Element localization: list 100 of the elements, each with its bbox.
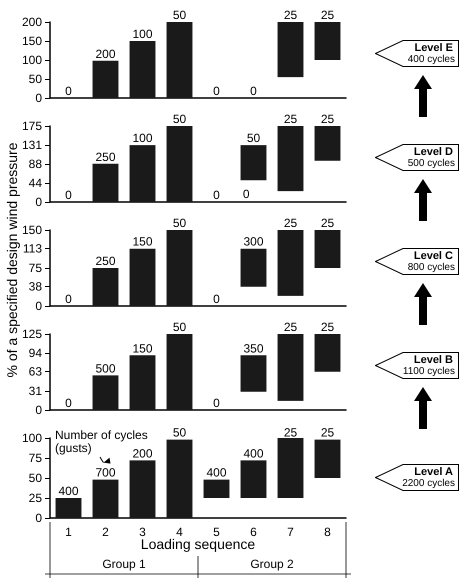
y-tick-label: 100 <box>22 53 42 67</box>
y-tick-label: 88 <box>28 156 42 171</box>
y-tick-label: 50 <box>28 471 42 485</box>
annotation: 100 <box>132 27 153 41</box>
annotation: 25 <box>320 426 334 440</box>
annotation: 25 <box>284 8 298 22</box>
bar <box>278 334 304 401</box>
x-tick-label: 8 <box>324 525 332 539</box>
annotation: 25 <box>284 112 298 126</box>
annotation: 25 <box>284 320 298 334</box>
bar <box>166 334 192 410</box>
pointer-tag: Level E 400 cycles <box>375 40 459 67</box>
annotation: 250 <box>95 254 116 268</box>
annotation: 0 <box>65 84 72 98</box>
y-tick-label: 25 <box>28 491 42 505</box>
bar <box>130 145 156 202</box>
x-tick-label: 7 <box>287 525 294 539</box>
y-tick-label: 100 <box>22 431 42 445</box>
annotation: 700 <box>95 466 116 480</box>
bar <box>130 248 156 306</box>
annotation: 25 <box>320 8 334 22</box>
bar <box>278 438 304 498</box>
annotation: 150 <box>132 341 153 356</box>
y-tick-label: 125 <box>22 327 42 341</box>
x-tick-label: 6 <box>250 525 258 539</box>
annotation: 0 <box>250 84 258 98</box>
bar <box>314 126 340 161</box>
annotation: 200 <box>95 46 116 61</box>
annotation: 100 <box>132 131 153 146</box>
y-tick-label: 38 <box>28 280 42 294</box>
y-tick-label: 0 <box>35 299 42 313</box>
bar <box>314 230 340 268</box>
y-tick-label: 63 <box>28 364 42 379</box>
annotation: 50 <box>246 131 260 146</box>
bar <box>166 230 192 306</box>
annotation: 0 <box>242 187 250 201</box>
pointer-tag: Level A 2200 cycles <box>375 464 459 491</box>
annotation: 50 <box>172 8 186 22</box>
bar <box>314 22 340 60</box>
y-axis-title: % of a specified design wind pressure <box>4 142 20 378</box>
annotation: 0 <box>65 292 72 306</box>
y-tick-label: 0 <box>35 403 42 417</box>
annotation: 0 <box>213 84 220 98</box>
y-tick-label: 94 <box>28 346 42 360</box>
annotation: 50 <box>172 320 186 334</box>
annotation: 50 <box>172 216 186 230</box>
pointer-tag: Level B 1100 cycles <box>375 352 459 379</box>
y-tick-label: 44 <box>28 176 42 190</box>
bar <box>92 480 118 518</box>
y-tick-label: 175 <box>22 119 42 133</box>
y-tick-label: 113 <box>22 242 42 256</box>
y-tick-label: 75 <box>28 261 42 275</box>
bar <box>130 41 156 98</box>
x-tick-label: 2 <box>102 525 110 539</box>
annotation: 0 <box>213 188 220 202</box>
pointer-tag: Level D 500 cycles <box>375 144 459 171</box>
x-tick-label: 4 <box>176 525 184 539</box>
annotation: 25 <box>320 216 334 230</box>
bar <box>166 22 192 98</box>
annotation: 0 <box>213 292 220 306</box>
annotation: 400 <box>243 446 264 460</box>
y-tick-label: 0 <box>35 91 42 105</box>
y-tick-label: 31 <box>28 384 42 398</box>
bar <box>314 334 340 372</box>
y-tick-label: 150 <box>22 223 42 237</box>
bar <box>240 145 266 180</box>
bar <box>278 126 304 192</box>
annotation: 150 <box>132 234 153 249</box>
bar <box>56 498 82 518</box>
annotation: 0 <box>213 396 220 410</box>
bar <box>166 126 192 202</box>
text: Group 2 <box>249 557 295 571</box>
annotation: 400 <box>58 484 79 498</box>
bar <box>166 440 192 518</box>
y-tick-label: 200 <box>22 15 42 29</box>
bar <box>278 22 304 78</box>
bar <box>314 440 340 478</box>
annotation: 300 <box>243 234 264 249</box>
annotation: 200 <box>132 446 153 460</box>
y-tick-label: 50 <box>28 72 42 86</box>
x-tick-label: 1 <box>65 525 72 539</box>
text: Group 1 <box>101 557 147 571</box>
annotation: 0 <box>65 188 72 202</box>
x-tick-label: 3 <box>139 525 146 539</box>
annotation: 0 <box>65 396 72 410</box>
bar <box>240 460 266 498</box>
bar <box>92 268 118 306</box>
pointer-tag: Level C 800 cycles <box>375 248 459 275</box>
annotation: 50 <box>172 112 186 126</box>
bar <box>240 355 266 392</box>
y-tick-label: 0 <box>35 511 42 525</box>
annotation: 250 <box>95 150 116 164</box>
annotation: 350 <box>243 341 264 356</box>
bar <box>240 248 266 287</box>
annotation: 50 <box>172 426 186 440</box>
annotation: 400 <box>206 466 227 480</box>
x-tick-label: 5 <box>213 525 220 539</box>
x-axis-title: Loading sequence <box>140 536 256 552</box>
y-tick-label: 75 <box>28 451 42 465</box>
annotation: 25 <box>284 426 298 440</box>
